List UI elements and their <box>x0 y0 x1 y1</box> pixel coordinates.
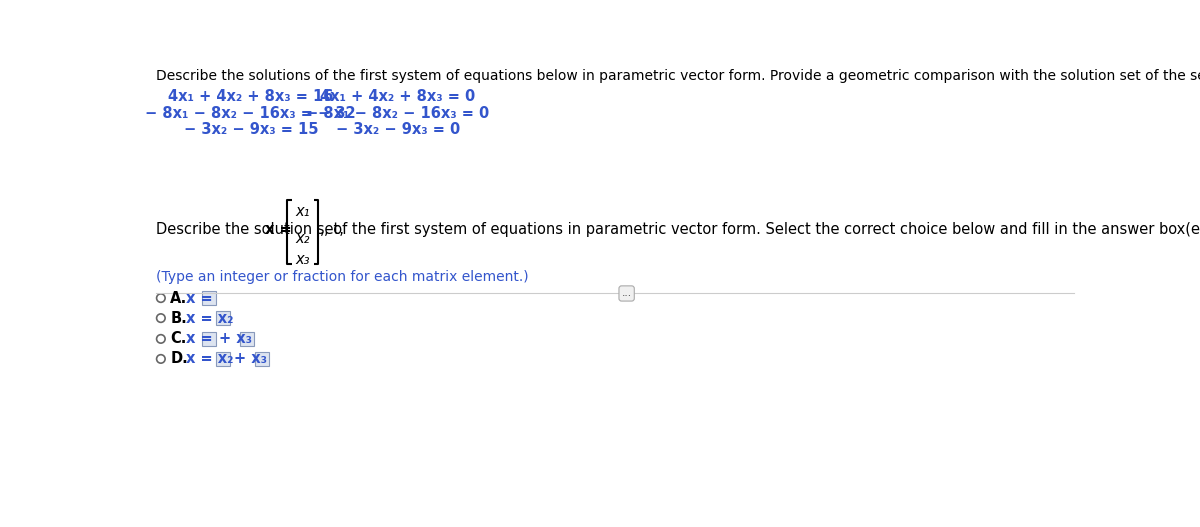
Text: − 3x₂ − 9x₃ = 0: − 3x₂ − 9x₃ = 0 <box>336 122 460 137</box>
Text: Describe the solution set,: Describe the solution set, <box>156 222 344 237</box>
Text: − 3x₂ − 9x₃ = 15: − 3x₂ − 9x₃ = 15 <box>184 122 318 137</box>
Text: x₁: x₁ <box>295 204 310 219</box>
Text: A.: A. <box>170 290 187 306</box>
Text: 4x₁ + 4x₂ + 8x₃ = 0: 4x₁ + 4x₂ + 8x₃ = 0 <box>320 90 475 104</box>
Text: (Type an integer or fraction for each matrix element.): (Type an integer or fraction for each ma… <box>156 270 529 285</box>
Text: ...: ... <box>622 288 631 298</box>
Text: x₂: x₂ <box>295 231 310 246</box>
Text: − 8x₁ − 8x₂ − 16x₃ = 0: − 8x₁ − 8x₂ − 16x₃ = 0 <box>306 105 490 121</box>
FancyBboxPatch shape <box>216 352 230 366</box>
Text: − 8x₁ − 8x₂ − 16x₃ = − 32: − 8x₁ − 8x₂ − 16x₃ = − 32 <box>145 105 356 121</box>
FancyBboxPatch shape <box>240 332 254 346</box>
Text: B.: B. <box>170 310 187 326</box>
Text: ,: , <box>319 222 324 237</box>
FancyBboxPatch shape <box>202 332 216 346</box>
Text: x = x₂: x = x₂ <box>186 352 233 366</box>
Text: 4x₁ + 4x₂ + 8x₃ = 16: 4x₁ + 4x₂ + 8x₃ = 16 <box>168 90 334 104</box>
Text: + x₃: + x₃ <box>218 331 252 346</box>
Text: x =: x = <box>265 222 292 237</box>
Text: + x₃: + x₃ <box>234 352 266 366</box>
Text: x₃: x₃ <box>295 252 310 267</box>
FancyBboxPatch shape <box>254 352 269 366</box>
Text: x =: x = <box>186 331 212 346</box>
Text: x =: x = <box>186 290 212 306</box>
FancyBboxPatch shape <box>202 291 216 305</box>
Text: D.: D. <box>170 352 188 366</box>
FancyBboxPatch shape <box>216 311 230 325</box>
Text: , of the first system of equations in parametric vector form. Select the correct: , of the first system of equations in pa… <box>324 222 1200 237</box>
Text: C.: C. <box>170 331 186 346</box>
Text: x = x₂: x = x₂ <box>186 310 233 326</box>
Text: Describe the solutions of the first system of equations below in parametric vect: Describe the solutions of the first syst… <box>156 70 1200 83</box>
